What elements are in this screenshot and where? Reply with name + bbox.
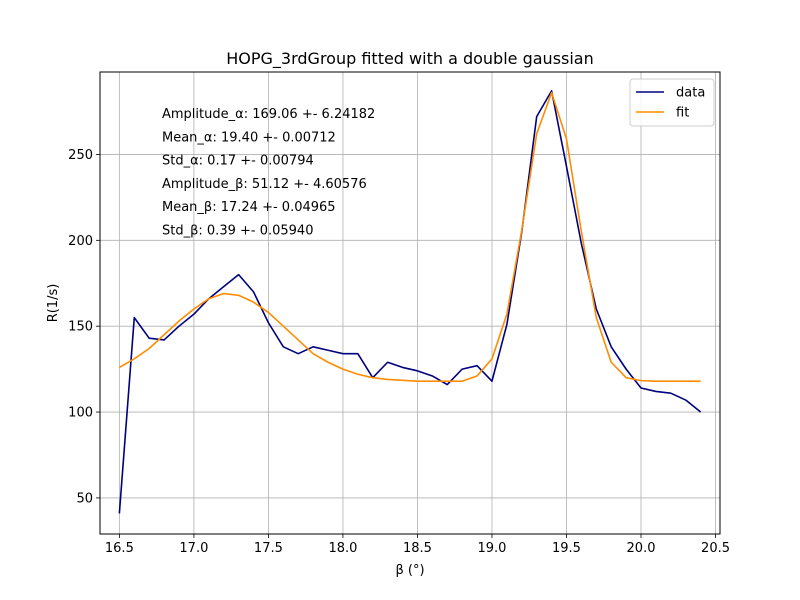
y-tick-label: 250 [68, 148, 93, 163]
x-tick-label: 16.5 [105, 541, 134, 556]
x-axis: 16.5 17.0 17.5 18.0 18.5 19.0 19.5 20.0 20.5 [105, 534, 730, 556]
legend-label-data: data [676, 86, 705, 101]
x-tick-label: 19.0 [477, 541, 506, 556]
plot-frame [99, 71, 721, 535]
annotation-text: Std_β: 0.39 +- 0.05940 [162, 224, 313, 239]
y-tick-label: 50 [76, 491, 93, 506]
y-tick-label: 150 [68, 320, 93, 335]
series-line-data [118, 90, 702, 514]
series-line-fit [118, 91, 701, 382]
y-axis: 50 100 150 200 250 [68, 148, 100, 506]
x-tick-label: 18.0 [328, 541, 357, 556]
x-tick-label: 18.5 [403, 541, 432, 556]
annotation-text: Mean_β: 17.24 +- 0.04965 [162, 200, 336, 215]
legend: data fit [629, 78, 715, 127]
legend-label-fit: fit [676, 106, 689, 121]
y-tick-label: 200 [68, 234, 93, 249]
x-axis-label: β (°) [395, 563, 424, 578]
chart-title: HOPG_3rdGroup fitted with a double gauss… [226, 49, 594, 69]
annotation-text: Mean_α: 19.40 +- 0.00712 [162, 130, 336, 145]
annotation-text: Amplitude_β: 51.12 +- 4.60576 [162, 177, 367, 192]
y-axis-label: R(1/s) [46, 284, 61, 323]
legend-box [629, 78, 715, 127]
fit-parameters: Amplitude_α: 169.06 +- 6.24182 Mean_α: 19… [162, 107, 375, 239]
x-tick-label: 17.5 [254, 541, 283, 556]
x-tick-label: 20.5 [701, 541, 730, 556]
annotation-text: Amplitude_α: 169.06 +- 6.24182 [162, 107, 375, 122]
x-tick-label: 17.0 [179, 541, 208, 556]
grid-lines [100, 72, 720, 534]
series-layer [118, 90, 702, 514]
y-tick-label: 100 [68, 406, 93, 421]
x-tick-label: 19.5 [552, 541, 581, 556]
x-tick-label: 20.0 [627, 541, 656, 556]
annotation-text: Std_α: 0.17 +- 0.00794 [162, 154, 314, 169]
